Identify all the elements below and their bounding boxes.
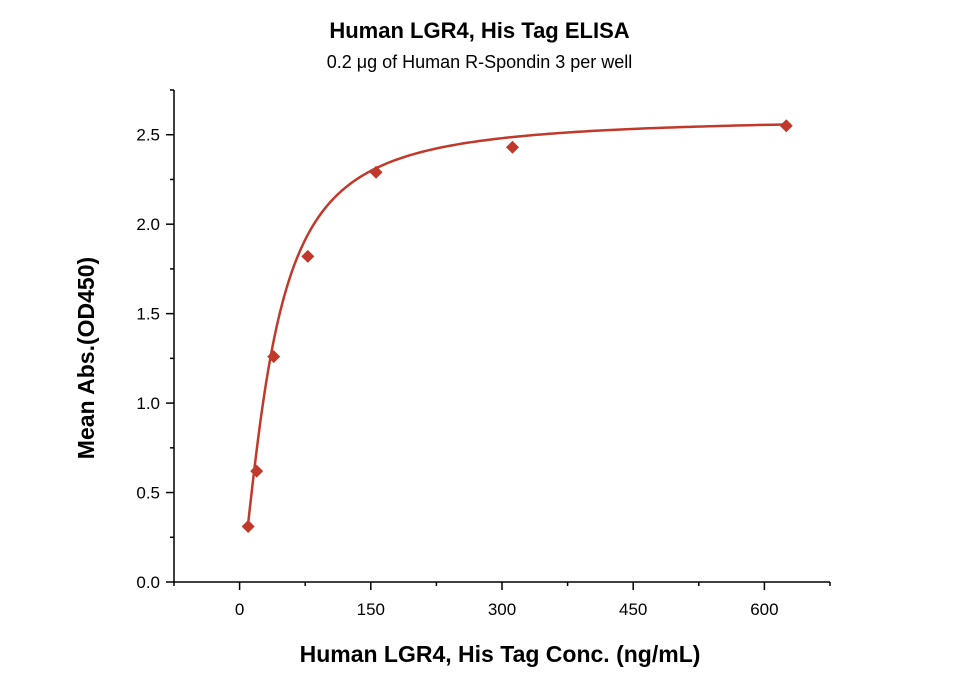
axes: 0.0 0.5 1.0 1.5 2.0 2.5 0 150 300 450 600 bbox=[136, 89, 831, 619]
x-tick-label: 300 bbox=[488, 600, 516, 619]
data-point bbox=[779, 119, 793, 133]
x-tick-label: 600 bbox=[750, 600, 778, 619]
data-point bbox=[250, 464, 264, 478]
data-point bbox=[369, 165, 383, 179]
data-point bbox=[505, 140, 519, 154]
data-point bbox=[267, 350, 281, 364]
data-points bbox=[241, 119, 793, 534]
x-tick-label: 0 bbox=[235, 600, 244, 619]
data-point bbox=[301, 249, 315, 263]
y-tick-label: 1.5 bbox=[136, 305, 160, 324]
chart-subtitle: 0.2 μg of Human R-Spondin 3 per well bbox=[326, 52, 633, 72]
y-axis-title: Mean Abs.(OD450) bbox=[73, 257, 99, 459]
data-point bbox=[241, 520, 255, 534]
x-tick-label: 450 bbox=[619, 600, 647, 619]
x-axis-title: Human LGR4, His Tag Conc. (ng/mL) bbox=[300, 641, 701, 667]
x-tick-label: 150 bbox=[357, 600, 385, 619]
y-tick-label: 2.5 bbox=[136, 126, 160, 145]
y-tick-label: 1.0 bbox=[136, 394, 160, 413]
y-tick-label: 0.0 bbox=[136, 573, 160, 592]
chart-title: Human LGR4, His Tag ELISA bbox=[329, 18, 630, 43]
fit-curve bbox=[246, 123, 787, 523]
y-tick-label: 2.0 bbox=[136, 215, 160, 234]
y-tick-label: 0.5 bbox=[136, 484, 160, 503]
